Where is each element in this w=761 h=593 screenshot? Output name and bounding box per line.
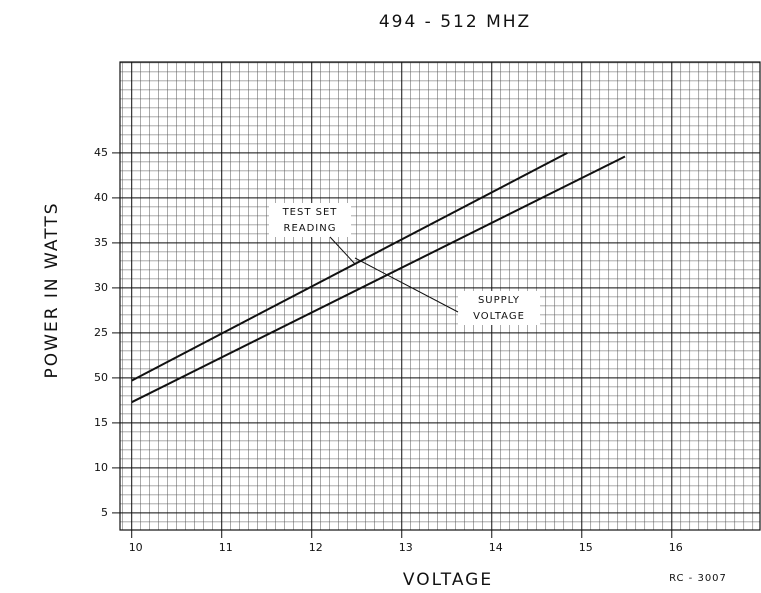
x-tick-label: 11 xyxy=(219,541,233,554)
annotation-text: SUPPLY xyxy=(478,295,520,306)
data-line xyxy=(131,155,626,404)
annotation-text: READING xyxy=(284,223,337,234)
annotation-text: TEST SET xyxy=(282,207,338,218)
plot-frame xyxy=(119,61,761,531)
y-tick-label: 30 xyxy=(94,281,108,294)
y-tick-label: 45 xyxy=(94,146,108,159)
annotation-leader xyxy=(354,257,459,313)
x-tick-label: 16 xyxy=(669,541,683,554)
y-tick-label: 50 xyxy=(94,371,108,384)
y-tick-label: 25 xyxy=(94,326,108,339)
x-axis-label: VOLTAGE xyxy=(403,570,493,590)
annotation-leader xyxy=(329,236,356,265)
chart-title: 494 - 512 MHZ xyxy=(379,12,531,32)
data-line xyxy=(131,152,568,382)
x-tick-label: 14 xyxy=(489,541,503,554)
footnote: RC - 3007 xyxy=(669,573,727,584)
y-tick-label: 40 xyxy=(94,191,108,204)
y-tick-label: 35 xyxy=(94,236,108,249)
annotation-text: VOLTAGE xyxy=(473,311,525,322)
y-tick-label: 15 xyxy=(94,416,108,429)
x-tick-label: 13 xyxy=(399,541,413,554)
annotation-box xyxy=(269,203,351,237)
y-tick-label: 10 xyxy=(94,461,108,474)
annotation-box xyxy=(458,291,540,325)
x-tick-label: 12 xyxy=(309,541,323,554)
x-tick-label: 15 xyxy=(579,541,593,554)
y-axis-label: POWER IN WATTS xyxy=(42,202,62,379)
y-tick-label: 5 xyxy=(101,506,108,519)
x-tick-label: 10 xyxy=(129,541,143,554)
